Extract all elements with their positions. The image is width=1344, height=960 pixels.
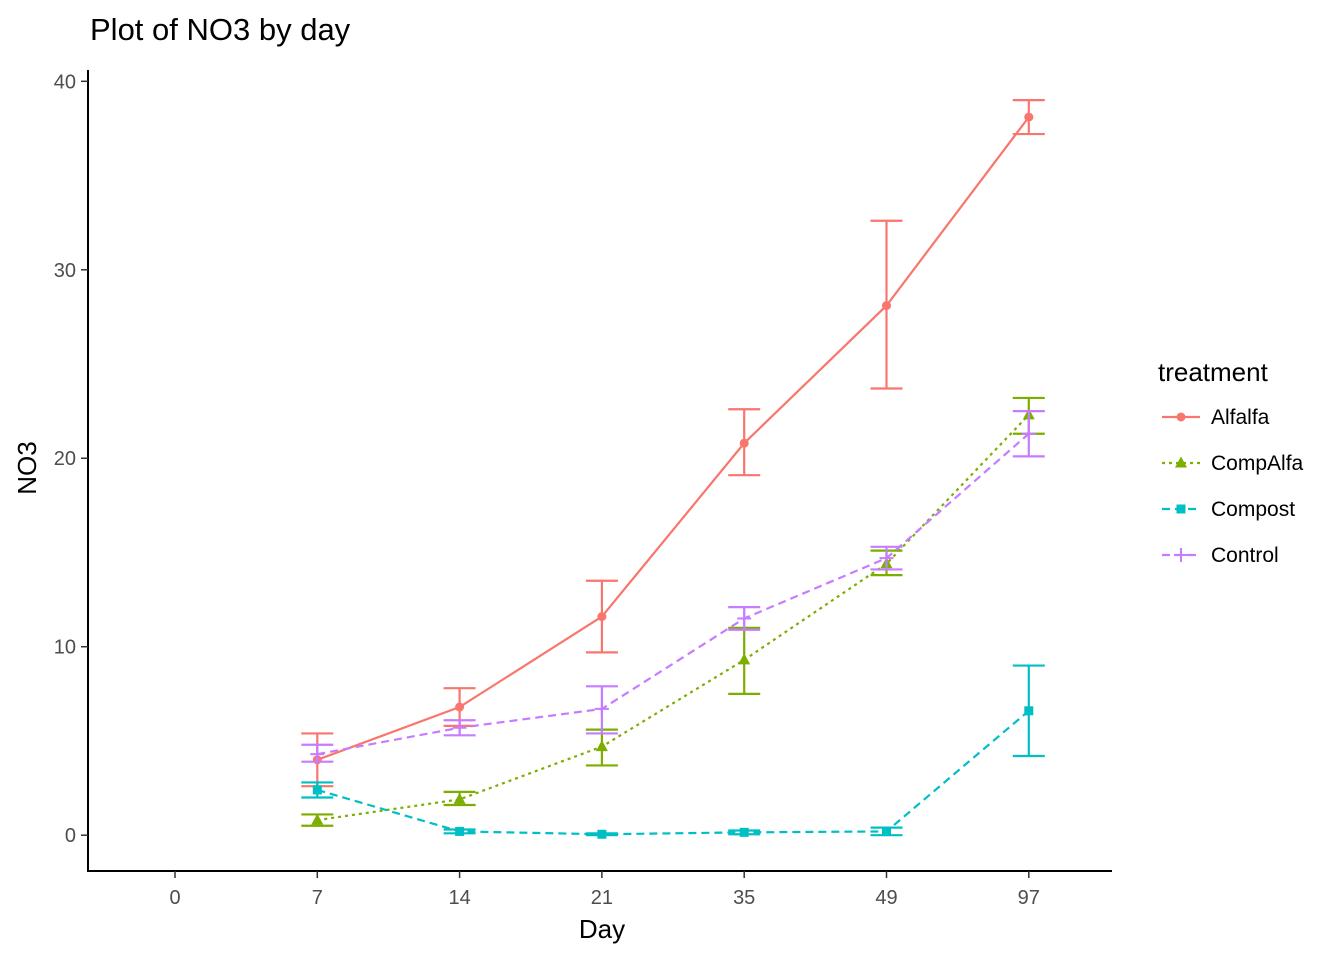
series-line-alfalfa xyxy=(316,116,1030,761)
series-line-compost xyxy=(316,709,1030,836)
y-tick-label: 30 xyxy=(54,260,76,282)
data-point-control xyxy=(594,701,609,716)
data-point-compalfa xyxy=(738,653,751,665)
legend-label-compost: Compost xyxy=(1211,498,1295,521)
legend-item-alfalfa: Alfalfa xyxy=(1162,406,1270,429)
data-point-compost xyxy=(312,785,322,795)
x-tick-label: 14 xyxy=(448,887,470,909)
legend-label-alfalfa: Alfalfa xyxy=(1211,406,1270,429)
data-point-control xyxy=(879,551,894,566)
data-point-alfalfa xyxy=(882,301,891,311)
y-tick-label: 10 xyxy=(54,637,76,659)
y-axis-title: NO3 xyxy=(12,441,42,494)
x-tick-label: 21 xyxy=(591,887,613,909)
data-point-alfalfa xyxy=(597,612,607,622)
legend-label-compalfa: CompAlfa xyxy=(1211,452,1304,475)
data-point-alfalfa xyxy=(739,438,749,448)
y-tick-label: 20 xyxy=(54,448,76,470)
legend-key-marker-compost xyxy=(1176,504,1186,514)
legend-key-marker-control xyxy=(1174,548,1188,562)
series-layer xyxy=(301,99,1045,839)
series-compalfa xyxy=(301,396,1045,827)
data-point-compost xyxy=(597,829,607,839)
x-tick-label: 49 xyxy=(875,887,897,909)
legend-item-control: Control xyxy=(1162,544,1279,567)
data-point-control xyxy=(737,611,752,626)
data-point-compalfa xyxy=(311,813,324,825)
series-compost xyxy=(301,664,1045,839)
legend-label-control: Control xyxy=(1211,544,1279,567)
data-point-compost xyxy=(455,826,465,836)
data-point-alfalfa xyxy=(455,702,465,712)
x-tick-label: 7 xyxy=(312,887,323,909)
x-axis-title: Day xyxy=(579,914,625,944)
data-point-compost xyxy=(882,826,891,836)
data-point-control xyxy=(452,720,467,735)
x-tick-label: 0 xyxy=(169,887,180,909)
chart-title: Plot of NO3 by day xyxy=(90,12,351,47)
legend-title: treatment xyxy=(1158,357,1269,387)
series-alfalfa xyxy=(301,99,1045,788)
legend-key-marker-compalfa xyxy=(1175,456,1187,468)
legend-item-compalfa: CompAlfa xyxy=(1162,452,1304,475)
data-point-compost xyxy=(1024,706,1034,716)
series-line-compalfa xyxy=(317,414,1030,822)
legend-item-compost: Compost xyxy=(1162,498,1295,521)
y-tick-label: 0 xyxy=(65,825,76,847)
data-point-compalfa xyxy=(453,792,466,804)
axes: 0 10 20 30 40 0 7 14 21 35 49 97 xyxy=(54,70,1112,909)
x-tick-label: 97 xyxy=(1018,887,1040,909)
series-line-control xyxy=(317,432,1030,756)
data-point-control xyxy=(1021,426,1036,441)
x-tick-label: 35 xyxy=(733,887,755,909)
data-point-compost xyxy=(739,827,749,837)
legend-key-marker-alfalfa xyxy=(1176,412,1186,422)
legend: treatment Alfalfa CompAlfa Compost Control xyxy=(1158,357,1304,567)
data-point-control xyxy=(310,747,325,762)
data-point-compalfa xyxy=(595,740,608,752)
y-tick-label: 40 xyxy=(54,71,76,93)
data-point-alfalfa xyxy=(1024,112,1034,122)
series-control xyxy=(301,410,1045,763)
